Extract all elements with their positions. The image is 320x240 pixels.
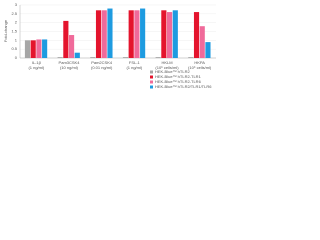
y-tick-label: 3 xyxy=(15,2,18,7)
legend-swatch xyxy=(150,75,153,79)
legend-label: HEK-Blue™ hTLR2 xyxy=(155,69,190,74)
bar xyxy=(95,10,102,59)
bar xyxy=(172,10,178,59)
bar xyxy=(24,40,31,58)
legend-label: HEK-Blue™ hTLR2-TLR6 xyxy=(155,79,202,84)
x-tick-label: HKPA xyxy=(194,60,205,65)
bar xyxy=(122,57,129,58)
x-tick-label: FSL-1 xyxy=(129,60,141,65)
bar xyxy=(57,57,63,58)
legend-swatch xyxy=(150,85,153,89)
y-axis-label: Fold-change xyxy=(3,19,8,42)
legend-swatch xyxy=(150,80,153,84)
x-tick-sublabel: (1 ng/ml) xyxy=(126,65,142,70)
bar xyxy=(42,39,48,58)
x-tick-label: Pam3CSK4 xyxy=(59,60,81,65)
x-tick-sublabel: (10⁶ cells/ml) xyxy=(155,65,179,70)
x-tick-sublabel: (1 ng/ml) xyxy=(28,65,44,70)
bar xyxy=(69,35,75,58)
bar xyxy=(134,10,140,59)
bar xyxy=(167,12,173,59)
bar xyxy=(193,12,200,59)
bar xyxy=(140,8,146,58)
bar xyxy=(107,8,113,58)
y-tick-label: 1 xyxy=(15,37,18,42)
y-tick-label: 2.5 xyxy=(11,11,17,16)
bar xyxy=(188,57,194,58)
y-tick-label: 0.5 xyxy=(11,46,17,51)
bar xyxy=(205,42,211,58)
legend-label: HEK-Blue™ hTLR2/TLR1/TLR6 xyxy=(155,84,212,89)
bar xyxy=(199,26,205,58)
bar xyxy=(161,10,167,59)
bar xyxy=(155,57,161,58)
bar xyxy=(63,20,69,58)
x-tick-label: IL-1β xyxy=(32,60,42,65)
legend-label: HEK-Blue™ hTLR2-TLR1 xyxy=(155,74,202,79)
x-tick-sublabel: (10⁶ cells/ml) xyxy=(188,65,212,70)
y-tick-label: 2 xyxy=(15,20,18,25)
bar xyxy=(74,52,80,58)
bar xyxy=(30,40,36,58)
x-tick-label: Pam2CSK4 xyxy=(91,60,113,65)
x-tick-sublabel: (0.01 ng/ml) xyxy=(91,65,113,70)
bar xyxy=(101,10,107,59)
x-tick-label: HKLM xyxy=(161,60,172,65)
y-tick-label: 0 xyxy=(15,55,18,60)
bar xyxy=(128,10,134,59)
y-tick-label: 1.5 xyxy=(11,29,17,34)
x-tick-sublabel: (10 ng/ml) xyxy=(60,65,79,70)
bar xyxy=(90,57,96,58)
legend-swatch xyxy=(150,70,153,74)
bar xyxy=(36,39,42,58)
